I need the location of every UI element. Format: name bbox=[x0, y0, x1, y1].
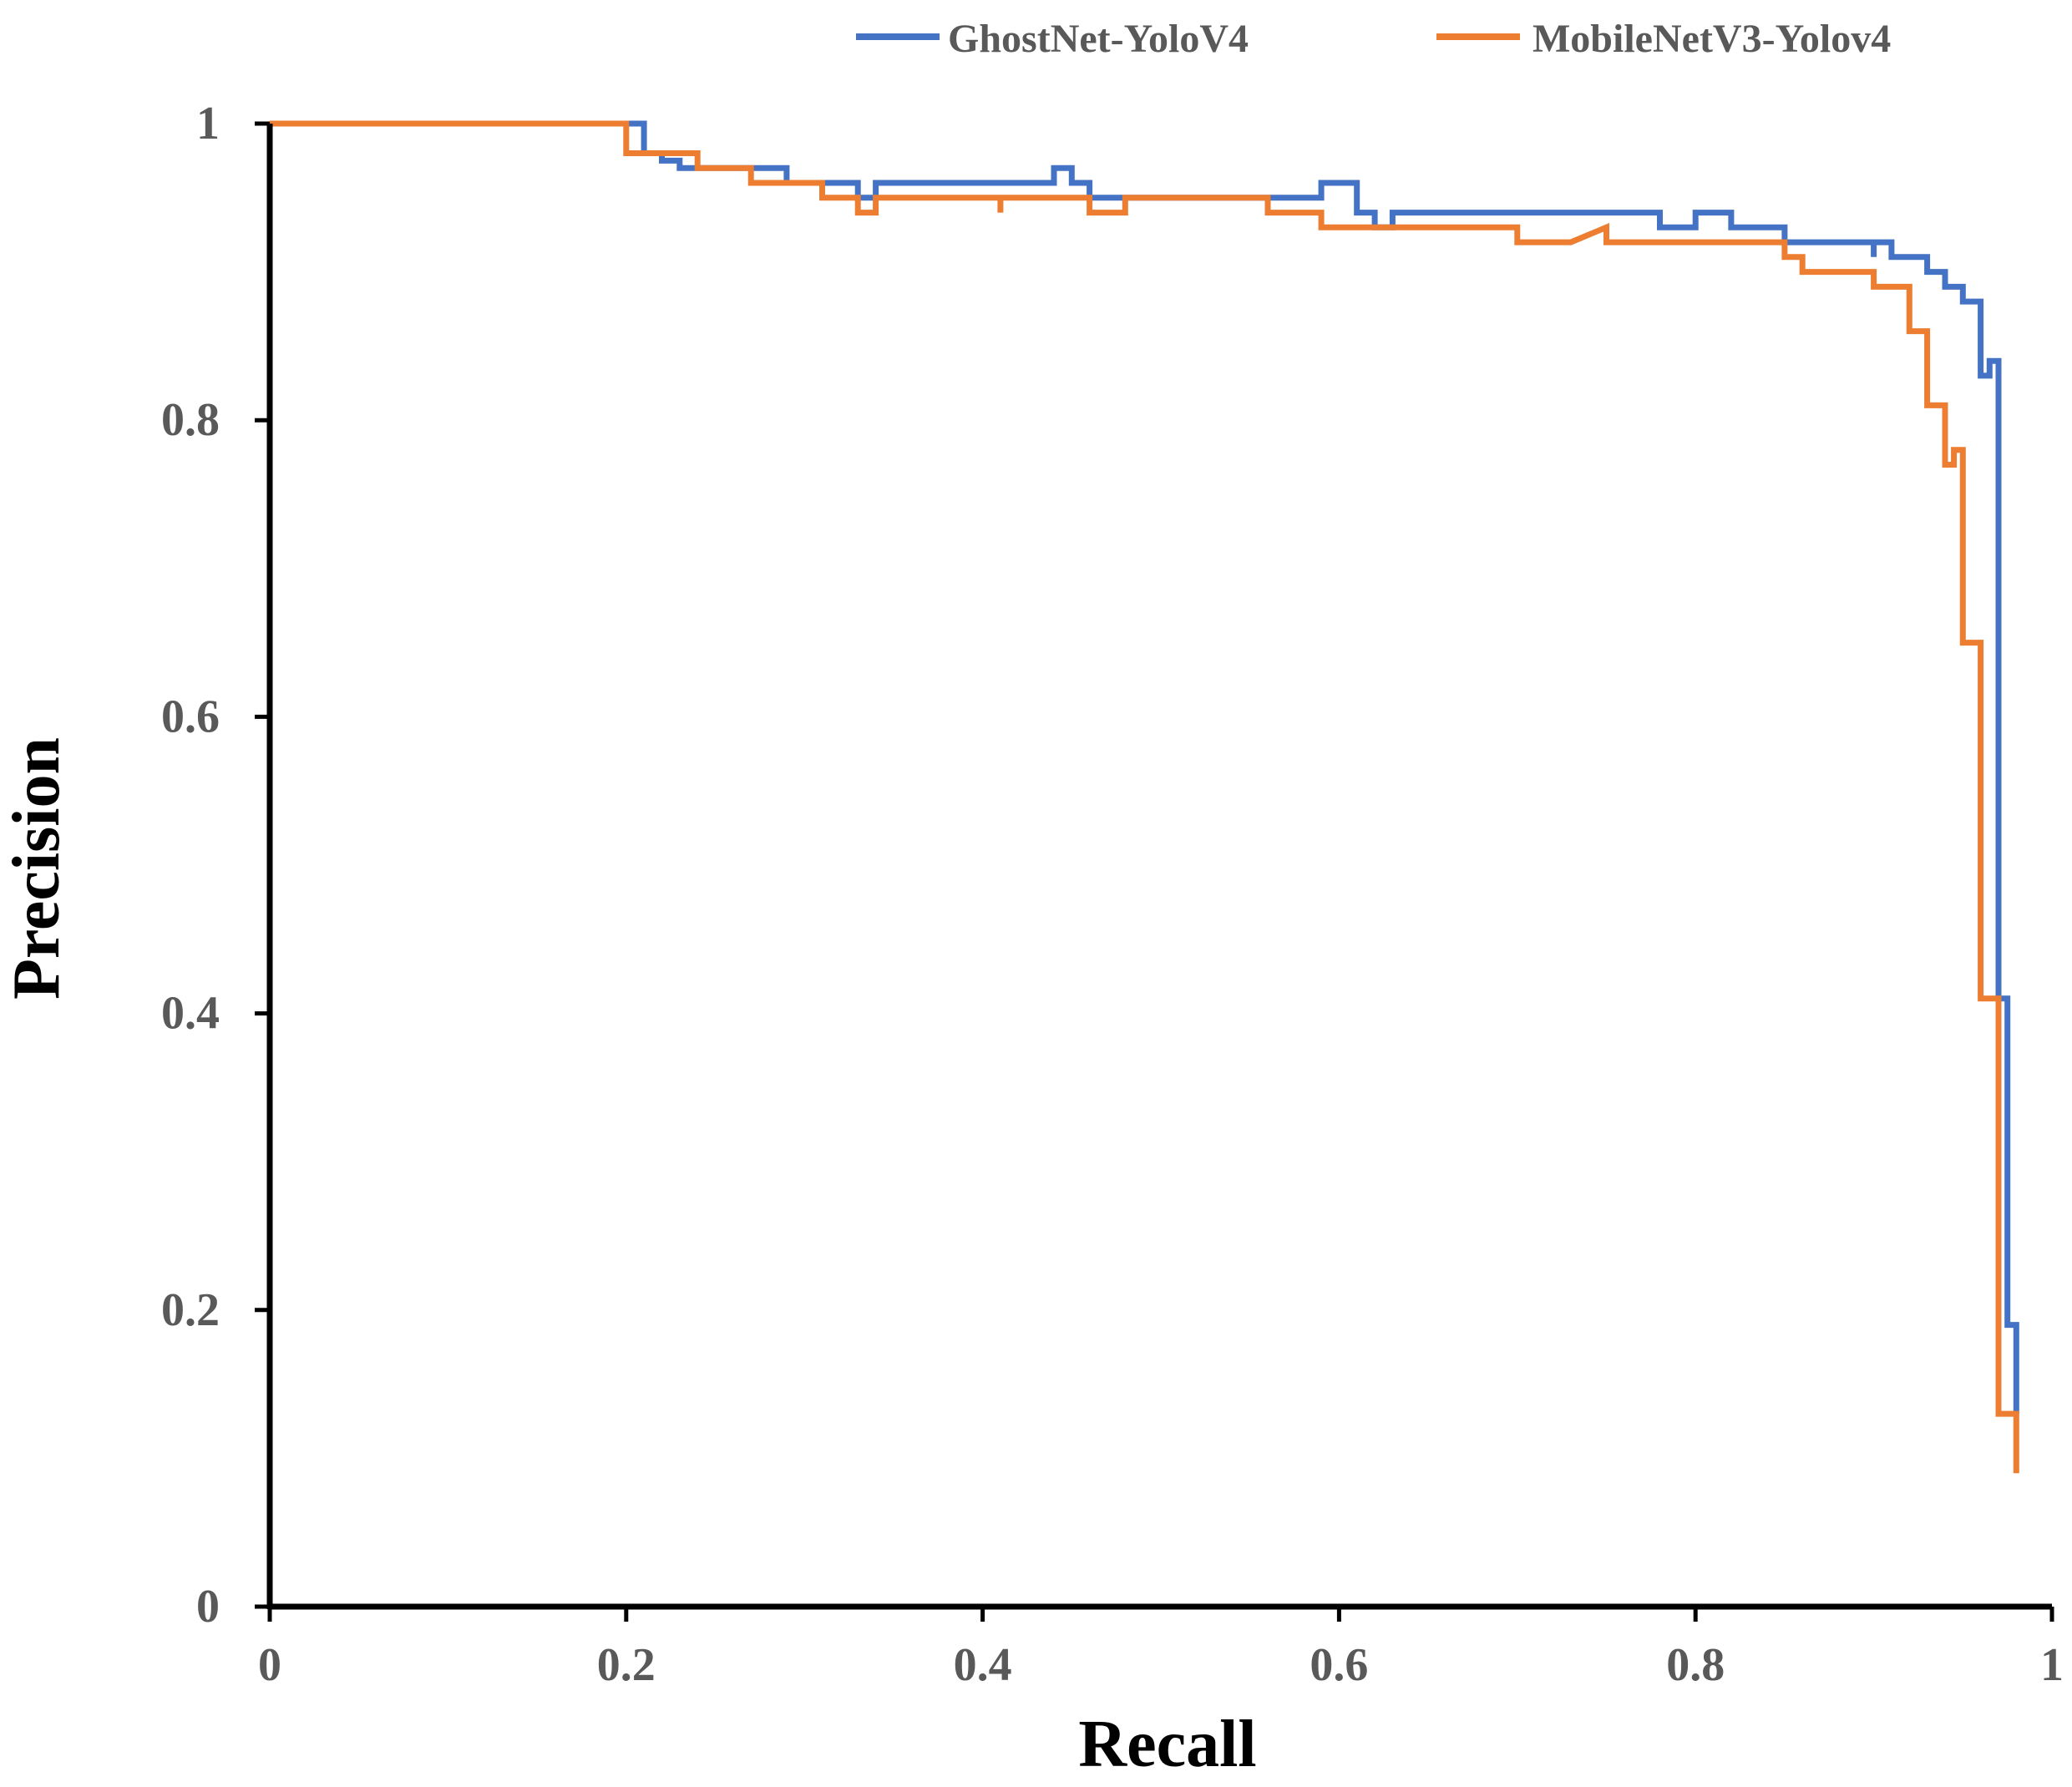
x-tick-label: 0.8 bbox=[1666, 1639, 1725, 1691]
series-line-1 bbox=[270, 120, 2019, 1474]
y-tick-label: 0.8 bbox=[161, 394, 220, 446]
legend-label-0: GhostNet-YoloV4 bbox=[948, 17, 1249, 61]
ticks-layer: 0 0.2 0.4 0.6 0.8 1 0 0.2 0.4 0.6 0.8 1 bbox=[161, 98, 2064, 1691]
legend: GhostNet-YoloV4 MobileNetV3-Yolov4 bbox=[856, 17, 1891, 61]
legend-label-1: MobileNetV3-Yolov4 bbox=[1532, 17, 1891, 61]
x-tick-label: 0.6 bbox=[1310, 1639, 1368, 1691]
series-layer bbox=[270, 120, 2019, 1474]
y-axis-title: Precision bbox=[0, 737, 73, 1000]
x-tick-label: 0.4 bbox=[954, 1639, 1012, 1691]
series-line-0 bbox=[270, 120, 2019, 1415]
y-tick-label: 0 bbox=[196, 1581, 220, 1633]
y-tick-label: 0.2 bbox=[161, 1284, 220, 1336]
x-tick-label: 0 bbox=[258, 1639, 281, 1691]
axes-layer bbox=[266, 124, 2052, 1610]
x-tick-label: 0.2 bbox=[597, 1639, 656, 1691]
y-tick-label: 0.6 bbox=[161, 691, 220, 742]
y-tick-label: 1 bbox=[196, 98, 220, 149]
x-axis-title: Recall bbox=[1078, 1708, 1256, 1781]
x-tick-label: 1 bbox=[2040, 1639, 2064, 1691]
y-tick-label: 0.4 bbox=[161, 988, 220, 1040]
